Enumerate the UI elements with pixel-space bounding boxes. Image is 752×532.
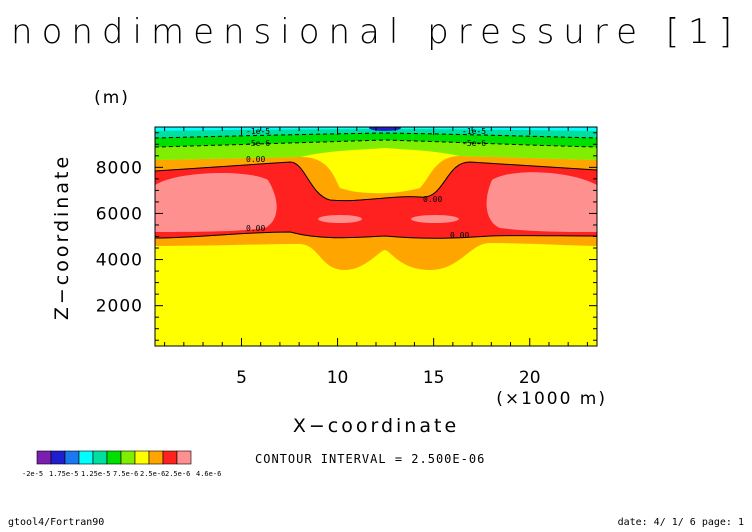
y-tick-label: 2000 [96,297,143,317]
y-tick-label: 8000 [96,158,143,178]
y-axis-label: Z−coordinate [51,154,73,320]
colorbar-tick-label: 2.5e-6 [165,470,190,478]
colorbar-swatch [36,450,52,465]
pink-region-center-left [318,215,362,223]
contour-field [155,127,597,346]
contour-line-zero-lower [155,231,597,239]
footer-right: date: 4/ 1/ 6 page: 1 [617,517,744,528]
x-unit-label: (×1000 m) [496,389,607,409]
x-tick-label: 10 [327,368,349,388]
contour-line-minus-1e-5 [155,132,597,139]
pink-region-center-right [411,215,459,223]
x-tick-label: 15 [423,368,445,388]
x-axis-label: X−coordinate [293,415,459,437]
pink-region-left [155,173,277,232]
contour-label: -5e-6 [246,139,270,148]
footer-left: gtool4/Fortran90 [8,517,105,528]
colorbar-tick-label: 1.75e-5 [49,470,79,478]
colorbar-tick-label: 2.5e-6 [140,470,165,478]
colorbar [36,450,192,465]
colorbar-tick-label: 1.25e-5 [81,470,111,478]
colorbar-swatch [64,450,80,465]
y-unit-label: (m) [94,88,130,108]
colorbar-tick-label: 4.6e-6 [196,470,221,478]
x-axis: 5 10 15 20 [164,127,588,388]
contour-label: -1e-5 [246,127,270,136]
colorbar-swatch [78,450,94,465]
contour-label: 0.00 [246,155,265,164]
contour-label: 0.00 [423,195,442,204]
colorbar-swatch [120,450,136,465]
contour-line-zero-upper [155,161,597,202]
x-tick-label: 5 [236,368,247,388]
colorbar-labels: -2e-5 1.75e-5 1.25e-5 7.5e-6 2.5e-6 2.5e-6 4.6… [22,470,221,478]
x-tick-label: 20 [519,368,541,388]
colorbar-swatch [50,450,66,465]
blue-region [369,127,401,131]
y-tick-label: 6000 [96,204,143,224]
y-tick-label: 4000 [96,251,143,271]
contour-label: -5e-6 [462,139,486,148]
y-axis: 2000 4000 6000 8000 [96,132,597,341]
teal-region [155,127,597,138]
colorbar-tick-label: -2e-5 [22,470,43,478]
contour-label: 0.00 [246,224,265,233]
colorbar-swatch [106,450,122,465]
colorbar-swatch [176,450,192,465]
colorbar-swatch [162,450,178,465]
contour-label: 0.00 [450,231,469,240]
colorbar-tick-label: 7.5e-6 [113,470,138,478]
colorbar-swatch [92,450,108,465]
colorbar-swatch [148,450,164,465]
page-title: nondimensional pressure [1] [11,12,741,52]
contour-label: -1e-5 [462,127,486,136]
contour-interval-label: CONTOUR INTERVAL = 2.500E-06 [255,452,485,466]
pink-region-right [486,172,597,232]
contour-line-minus-5e-6 [155,139,597,148]
colorbar-swatch [134,450,150,465]
